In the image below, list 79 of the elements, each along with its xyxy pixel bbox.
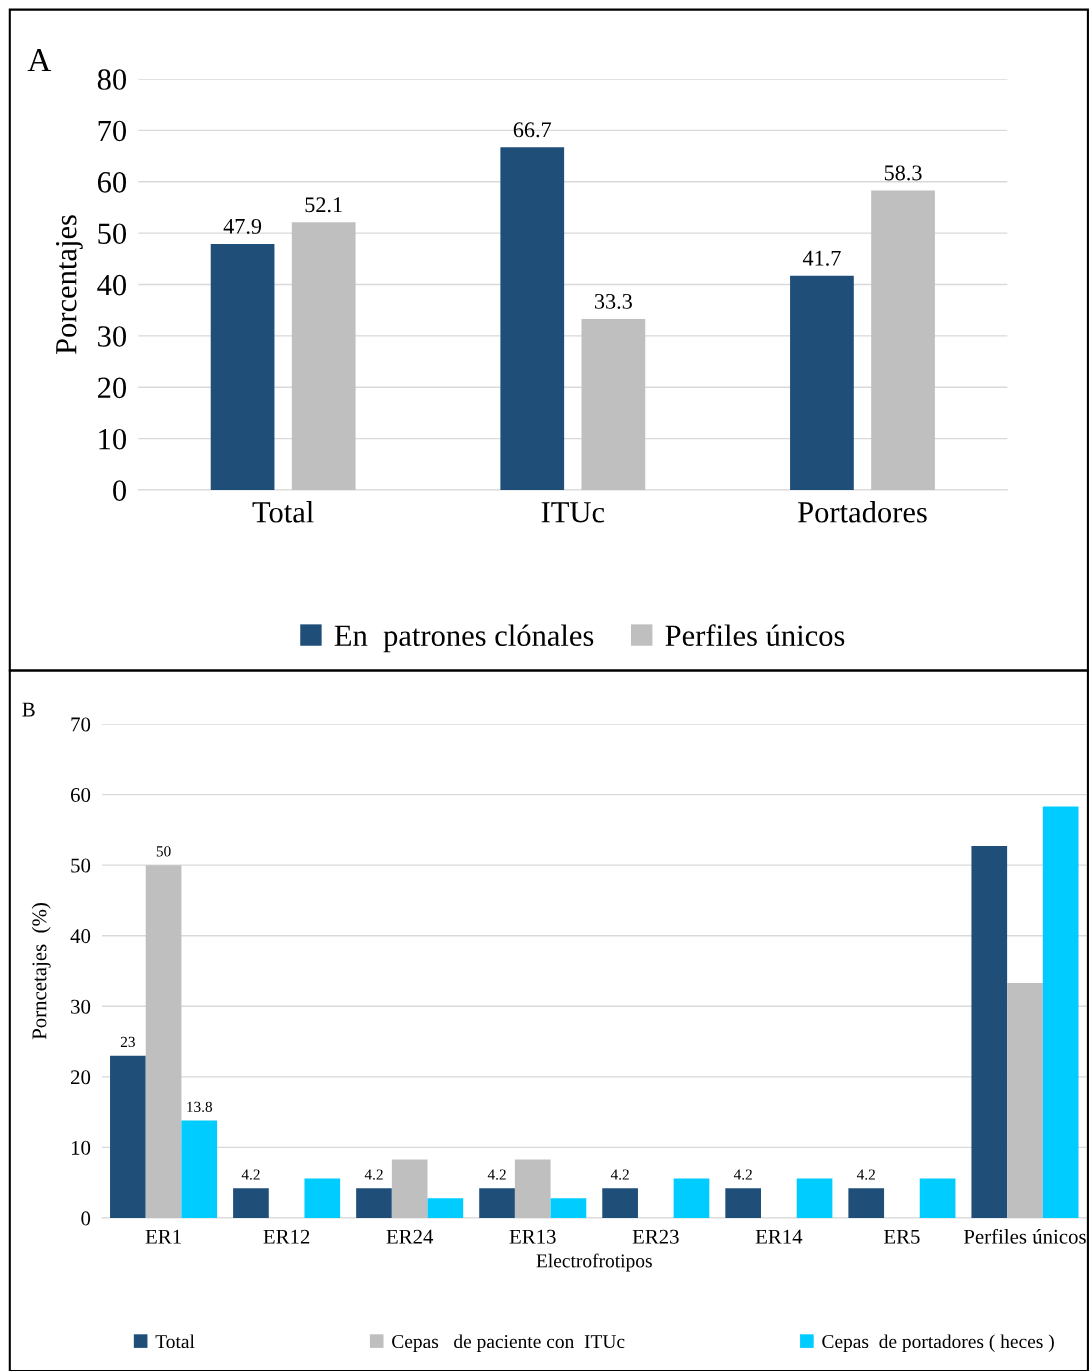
- x-tick-label: ITUc: [541, 502, 605, 523]
- bar: [790, 275, 854, 490]
- data-label: 4.2: [487, 1169, 506, 1180]
- y-axis-title: Porncetajes (%): [31, 903, 51, 1040]
- x-tick-label: ER24: [386, 1229, 434, 1244]
- y-tick-label: 0: [81, 1211, 91, 1226]
- data-label: 4.2: [733, 1169, 752, 1180]
- data-label: 33.3: [594, 293, 632, 309]
- bar: [1042, 806, 1079, 1218]
- y-tick-label: 50: [98, 223, 127, 245]
- bar: [971, 846, 1008, 1218]
- bar: [673, 1178, 710, 1218]
- bar: [581, 318, 646, 490]
- bar: [145, 865, 182, 1218]
- bar: [550, 1198, 587, 1218]
- bar: [356, 1188, 392, 1218]
- bar: [514, 1159, 551, 1218]
- bar: [479, 1188, 515, 1218]
- data-label: 4.2: [364, 1169, 383, 1180]
- text: A: [27, 49, 52, 72]
- x-tick-label: Perfiles únicos: [963, 1228, 1086, 1244]
- data-label: 47.9: [223, 218, 262, 234]
- bar: [291, 222, 356, 490]
- data-label: 66.7: [513, 122, 552, 138]
- data-label: 52.1: [305, 197, 342, 213]
- y-tick-label: 30: [71, 999, 91, 1014]
- y-axis-title: Porcentajes: [56, 215, 83, 355]
- legend-label: Perfiles únicos: [665, 624, 845, 647]
- data-label: 41.7: [802, 250, 841, 266]
- bar: [919, 1178, 956, 1218]
- data-label: 23: [120, 1036, 135, 1048]
- y-tick-label: 60: [97, 172, 127, 193]
- y-tick-label: 20: [71, 1070, 91, 1085]
- y-tick-label: 30: [98, 326, 127, 347]
- x-tick-label: ER12: [263, 1229, 310, 1244]
- bar: [181, 1120, 218, 1218]
- legend-label: Cepas de portadores ( heces ): [822, 1334, 1054, 1353]
- x-tick-label: ER13: [509, 1229, 556, 1244]
- data-label: 58.3: [884, 165, 922, 181]
- y-tick-label: 10: [99, 428, 127, 450]
- y-tick-label: 20: [97, 377, 127, 399]
- bar: [848, 1188, 885, 1218]
- x-tick-label: ER5: [883, 1229, 920, 1244]
- y-tick-label: 70: [71, 717, 91, 732]
- y-tick-label: 10: [71, 1140, 91, 1155]
- bar: [725, 1188, 762, 1218]
- y-tick-label: 70: [98, 120, 127, 142]
- text: B: [22, 702, 35, 717]
- data-label: 50: [156, 846, 171, 857]
- bar: [427, 1198, 464, 1218]
- y-tick-label: 80: [97, 69, 127, 90]
- data-label: 4.2: [856, 1169, 875, 1180]
- bar: [871, 190, 935, 490]
- bar: [500, 147, 565, 490]
- data-label: 4.2: [610, 1169, 629, 1180]
- x-tick-label: Portadores: [798, 501, 927, 523]
- bar: [796, 1178, 833, 1218]
- bar: [210, 243, 275, 490]
- legend-label: Total: [155, 1334, 195, 1349]
- y-tick-label: 60: [70, 787, 91, 803]
- x-tick-label: ER1: [145, 1229, 181, 1244]
- data-label: 4.2: [241, 1169, 260, 1180]
- bar: [304, 1178, 341, 1218]
- legend-label: En patrones clónales: [334, 624, 594, 653]
- bar: [391, 1159, 428, 1218]
- x-axis-title: Electrofrotipos: [536, 1253, 652, 1272]
- x-tick-label: ER14: [755, 1229, 803, 1244]
- x-tick-label: Total: [252, 501, 314, 523]
- bar: [110, 1055, 146, 1218]
- x-tick-label: ER23: [632, 1229, 679, 1244]
- bar: [1007, 983, 1043, 1218]
- bar: [602, 1188, 638, 1218]
- data-label: 13.8: [187, 1101, 213, 1113]
- y-tick-label: 40: [97, 274, 127, 296]
- y-tick-label: 50: [71, 858, 91, 873]
- y-tick-label: 40: [70, 929, 91, 944]
- y-tick-label: 0: [113, 480, 127, 501]
- bar: [233, 1188, 269, 1218]
- legend-label: Cepas de paciente con ITUc: [392, 1334, 625, 1353]
